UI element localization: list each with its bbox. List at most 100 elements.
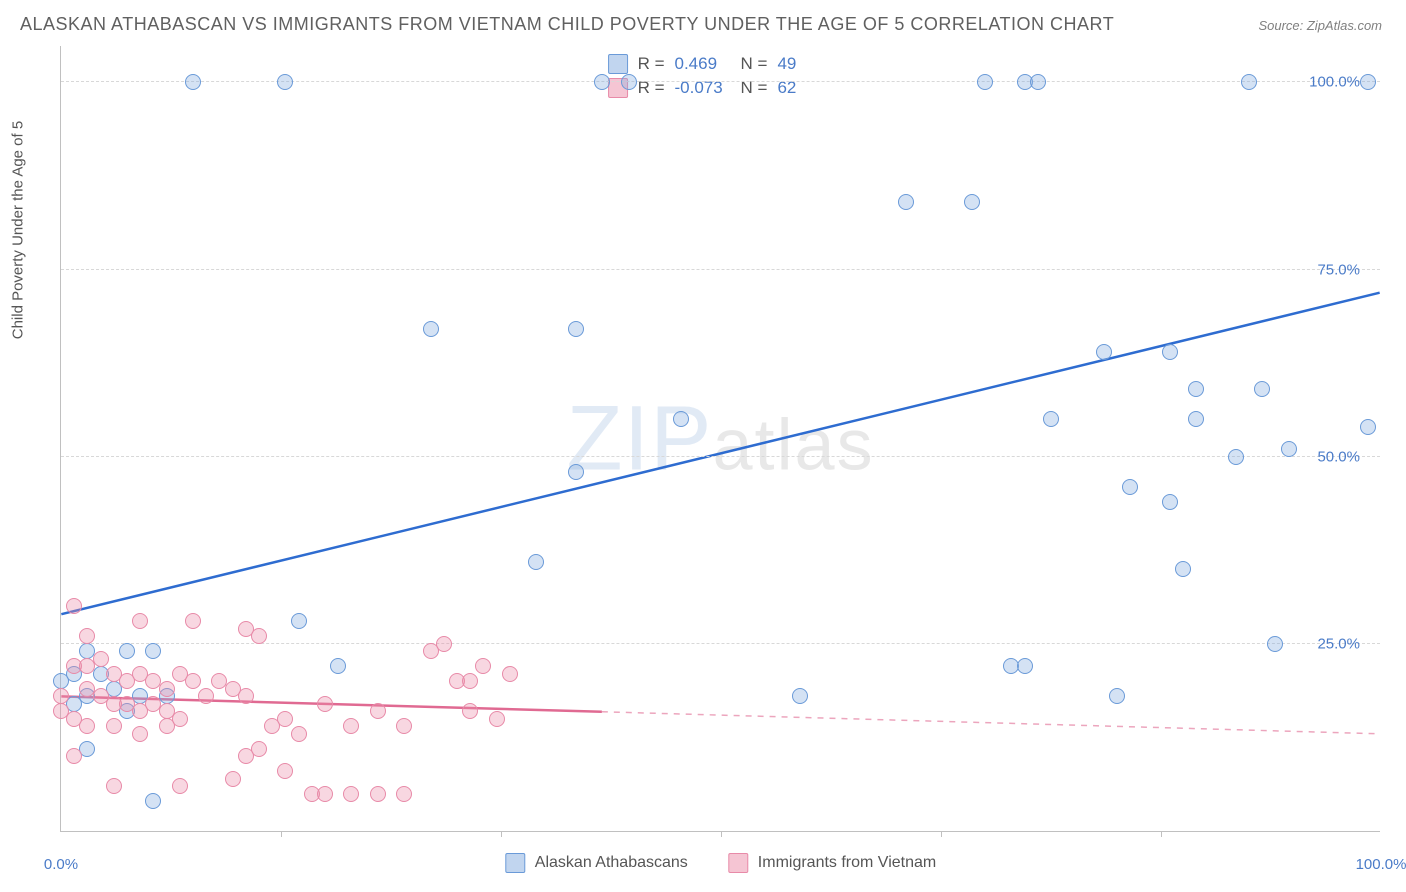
data-point-pink	[93, 651, 109, 667]
data-point-pink	[343, 786, 359, 802]
y-tick-label: 50.0%	[1317, 448, 1360, 465]
data-point-pink	[132, 726, 148, 742]
data-point-pink	[277, 763, 293, 779]
r-value-blue: 0.469	[675, 52, 731, 76]
data-point-blue	[1122, 479, 1138, 495]
gridline-h	[61, 81, 1380, 82]
data-point-pink	[291, 726, 307, 742]
data-point-pink	[396, 718, 412, 734]
data-point-pink	[475, 658, 491, 674]
legend-label-blue: Alaskan Athabascans	[535, 854, 688, 872]
legend-series: Alaskan Athabascans Immigrants from Viet…	[505, 853, 936, 873]
data-point-pink	[251, 628, 267, 644]
legend-label-pink: Immigrants from Vietnam	[758, 854, 936, 872]
y-tick-label: 100.0%	[1309, 74, 1360, 91]
data-point-blue	[291, 613, 307, 629]
y-axis-label: Child Poverty Under the Age of 5	[10, 121, 27, 339]
data-point-pink	[502, 666, 518, 682]
data-point-blue	[1030, 74, 1046, 90]
trend-line-dashed	[602, 712, 1380, 734]
data-point-pink	[462, 673, 478, 689]
y-tick-label: 25.0%	[1317, 635, 1360, 652]
data-point-blue	[185, 74, 201, 90]
data-point-pink	[53, 703, 69, 719]
x-tick	[1161, 831, 1162, 837]
data-point-pink	[277, 711, 293, 727]
trend-lines	[61, 46, 1380, 831]
data-point-blue	[1096, 344, 1112, 360]
data-point-pink	[370, 703, 386, 719]
data-point-blue	[1043, 411, 1059, 427]
n-label: N =	[741, 76, 768, 100]
source-attribution: Source: ZipAtlas.com	[1258, 18, 1382, 33]
legend-row-blue: R = 0.469 N = 49	[608, 52, 834, 76]
data-point-pink	[106, 718, 122, 734]
x-tick	[721, 831, 722, 837]
x-tick-label: 0.0%	[44, 856, 78, 873]
data-point-blue	[1188, 381, 1204, 397]
data-point-blue	[792, 688, 808, 704]
r-label: R =	[638, 76, 665, 100]
data-point-pink	[106, 778, 122, 794]
data-point-blue	[1175, 561, 1191, 577]
data-point-pink	[172, 778, 188, 794]
data-point-blue	[528, 554, 544, 570]
data-point-pink	[185, 613, 201, 629]
legend-row-pink: R = -0.073 N = 62	[608, 76, 834, 100]
data-point-pink	[251, 741, 267, 757]
data-point-pink	[159, 681, 175, 697]
data-point-blue	[277, 74, 293, 90]
data-point-blue	[1017, 658, 1033, 674]
r-label: R =	[638, 52, 665, 76]
data-point-pink	[462, 703, 478, 719]
legend-entry-pink: Immigrants from Vietnam	[728, 853, 936, 873]
data-point-blue	[977, 74, 993, 90]
data-point-blue	[673, 411, 689, 427]
y-tick-label: 75.0%	[1317, 261, 1360, 278]
n-label: N =	[741, 52, 768, 76]
n-value-pink: 62	[777, 76, 833, 100]
data-point-blue	[145, 793, 161, 809]
data-point-pink	[317, 786, 333, 802]
data-point-pink	[436, 636, 452, 652]
watermark-atlas: atlas	[713, 405, 875, 485]
data-point-blue	[568, 464, 584, 480]
legend-correlation: R = 0.469 N = 49 R = -0.073 N = 62	[602, 50, 840, 102]
data-point-blue	[1228, 449, 1244, 465]
data-point-blue	[898, 194, 914, 210]
r-value-pink: -0.073	[675, 76, 731, 100]
gridline-h	[61, 456, 1380, 457]
data-point-pink	[53, 688, 69, 704]
n-value-blue: 49	[777, 52, 833, 76]
x-tick	[501, 831, 502, 837]
legend-swatch-pink	[728, 853, 748, 873]
data-point-blue	[53, 673, 69, 689]
data-point-blue	[594, 74, 610, 90]
data-point-pink	[343, 718, 359, 734]
legend-swatch-blue	[505, 853, 525, 873]
data-point-blue	[330, 658, 346, 674]
data-point-blue	[1360, 419, 1376, 435]
legend-swatch-blue	[608, 54, 628, 74]
data-point-blue	[145, 643, 161, 659]
data-point-pink	[185, 673, 201, 689]
data-point-pink	[66, 598, 82, 614]
gridline-h	[61, 269, 1380, 270]
data-point-pink	[198, 688, 214, 704]
data-point-blue	[1162, 494, 1178, 510]
scatter-chart: ZIPatlas R = 0.469 N = 49 R = -0.073 N =…	[60, 46, 1380, 832]
data-point-blue	[1267, 636, 1283, 652]
watermark: ZIPatlas	[566, 386, 874, 491]
watermark-zip: ZIP	[566, 387, 712, 489]
data-point-blue	[1360, 74, 1376, 90]
data-point-pink	[317, 696, 333, 712]
data-point-pink	[79, 628, 95, 644]
x-tick	[941, 831, 942, 837]
data-point-blue	[1188, 411, 1204, 427]
legend-entry-blue: Alaskan Athabascans	[505, 853, 688, 873]
data-point-pink	[225, 771, 241, 787]
data-point-pink	[66, 748, 82, 764]
chart-title: ALASKAN ATHABASCAN VS IMMIGRANTS FROM VI…	[20, 14, 1114, 35]
data-point-pink	[489, 711, 505, 727]
data-point-blue	[1162, 344, 1178, 360]
